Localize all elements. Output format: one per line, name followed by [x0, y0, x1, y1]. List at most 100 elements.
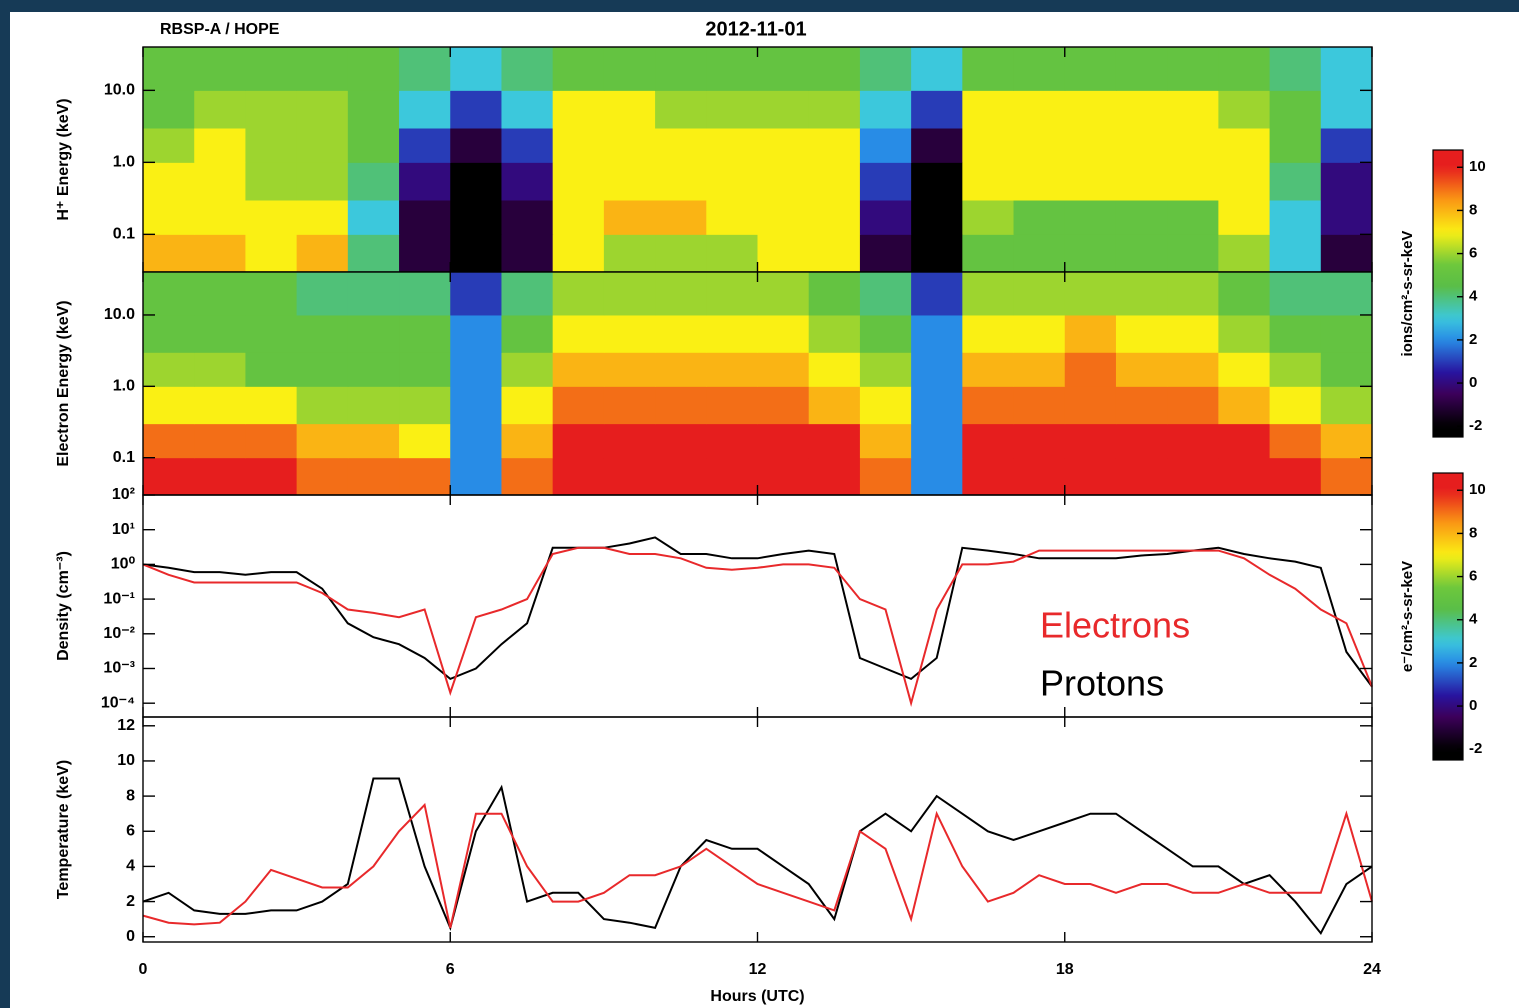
heatmap-cell	[399, 199, 451, 235]
heatmap-cell	[757, 272, 810, 316]
colorbar-tick-label: -2	[1469, 740, 1482, 757]
heatmap-cell	[808, 127, 861, 163]
heatmap-cell	[603, 386, 656, 425]
heatmap-cell	[1115, 457, 1168, 496]
heatmap-cell	[1064, 47, 1117, 91]
heatmap-cell	[1064, 314, 1117, 353]
heatmap-cell	[501, 90, 554, 129]
heatmap-cell	[962, 423, 1015, 459]
heatmap-cell	[1167, 199, 1219, 235]
heatmap-cell	[911, 386, 963, 425]
colorbar-tick-label: 6	[1469, 245, 1477, 262]
heatmap-cell	[1269, 352, 1322, 387]
heatmap-cell	[706, 457, 758, 496]
colorbar-tick-label: 6	[1469, 568, 1477, 585]
heatmap-cell	[859, 386, 912, 425]
heatmap-cell	[194, 457, 246, 496]
heatmap-cell	[706, 127, 758, 163]
y-tick-label: 8	[126, 787, 135, 804]
heatmap-cell	[1320, 272, 1373, 316]
heatmap-cell	[1320, 457, 1373, 496]
heatmap-cell	[808, 314, 861, 353]
heatmap-cell	[911, 90, 963, 129]
heatmap-cell	[859, 47, 912, 91]
y-tick-label: 10	[117, 752, 135, 769]
heatmap-cell	[143, 272, 195, 316]
heatmap-cell	[347, 162, 400, 201]
heatmap-cell	[911, 127, 963, 163]
y-tick-label: 10²	[112, 486, 135, 503]
chart-subtitle: RBSP-A / HOPE	[160, 21, 280, 38]
heatmap-cell	[1013, 90, 1066, 129]
heatmap-cell	[1269, 90, 1322, 129]
x-tick-label: 0	[139, 961, 148, 978]
y-axis-label: Density (cm⁻³)	[55, 551, 72, 661]
heatmap-cell	[552, 47, 605, 91]
heatmap-cell	[1013, 386, 1066, 425]
heatmap-cell	[1115, 352, 1168, 387]
heatmap-cell	[911, 423, 963, 459]
heatmap-cell	[1167, 352, 1219, 387]
y-tick-label: 10.0	[104, 82, 135, 99]
heatmap-cell	[501, 47, 554, 91]
colorbar	[1432, 472, 1464, 761]
heatmap-cell	[1167, 457, 1219, 496]
heatmap-cell	[962, 47, 1015, 91]
heatmap-cell	[911, 199, 963, 235]
heatmap-cell	[245, 314, 298, 353]
x-axis-label: Hours (UTC)	[710, 988, 804, 1005]
heatmap-cell	[194, 127, 246, 163]
heatmap-cell	[1269, 457, 1322, 496]
heatmap-cell	[655, 352, 707, 387]
heatmap-cell	[399, 457, 451, 496]
heatmap-cell	[706, 314, 758, 353]
heatmap-cell	[1320, 352, 1373, 387]
heatmap-cell	[552, 272, 605, 316]
heatmap-cell	[1218, 47, 1271, 91]
heatmap-cell	[501, 457, 554, 496]
heatmap-cell	[808, 234, 861, 273]
heatmap-cell	[296, 314, 349, 353]
heatmap-cell	[757, 314, 810, 353]
heatmap-cell	[911, 272, 963, 316]
heatmap-cell	[347, 90, 400, 129]
heatmap-cell	[1269, 386, 1322, 425]
heatmap-cell	[194, 199, 246, 235]
heatmap-cell	[245, 457, 298, 496]
colorbar-tick-label: 0	[1469, 697, 1477, 714]
heatmap-cell	[603, 352, 656, 387]
y-tick-label: 10.0	[104, 306, 135, 323]
heatmap-cell	[450, 386, 502, 425]
heatmap-cell	[1218, 352, 1271, 387]
heatmap-cell	[194, 352, 246, 387]
heatmap-cell	[450, 423, 502, 459]
heatmap-cell	[143, 423, 195, 459]
colorbar-label: e⁻/cm²-s-sr-keV	[1399, 561, 1416, 672]
heatmap-cell	[962, 457, 1015, 496]
y-tick-label: 0	[126, 928, 135, 945]
heatmap-cell	[296, 127, 349, 163]
heatmap-cell	[962, 314, 1015, 353]
heatmap-cell	[245, 90, 298, 129]
heatmap-cell	[757, 127, 810, 163]
heatmap-cell	[296, 457, 349, 496]
heatmap-cell	[757, 90, 810, 129]
heatmap-cell	[1218, 162, 1271, 201]
heatmap-cell	[603, 314, 656, 353]
heatmap-cell	[347, 234, 400, 273]
heatmap-cell	[552, 352, 605, 387]
heatmap-cell	[501, 162, 554, 201]
heatmap-cell	[655, 272, 707, 316]
y-tick-label: 10⁰	[111, 556, 136, 573]
heatmap-cell	[450, 457, 502, 496]
heatmap-cell	[603, 423, 656, 459]
heatmap-cell	[1115, 90, 1168, 129]
heatmap-cell	[296, 272, 349, 316]
heatmap-cell	[1320, 314, 1373, 353]
data-line	[142, 777, 1373, 936]
heatmap-cell	[1115, 272, 1168, 316]
heatmap-cell	[706, 423, 758, 459]
heatmap-cell	[1218, 90, 1271, 129]
heatmap-cell	[1115, 162, 1168, 201]
heatmap-cell	[143, 47, 195, 91]
